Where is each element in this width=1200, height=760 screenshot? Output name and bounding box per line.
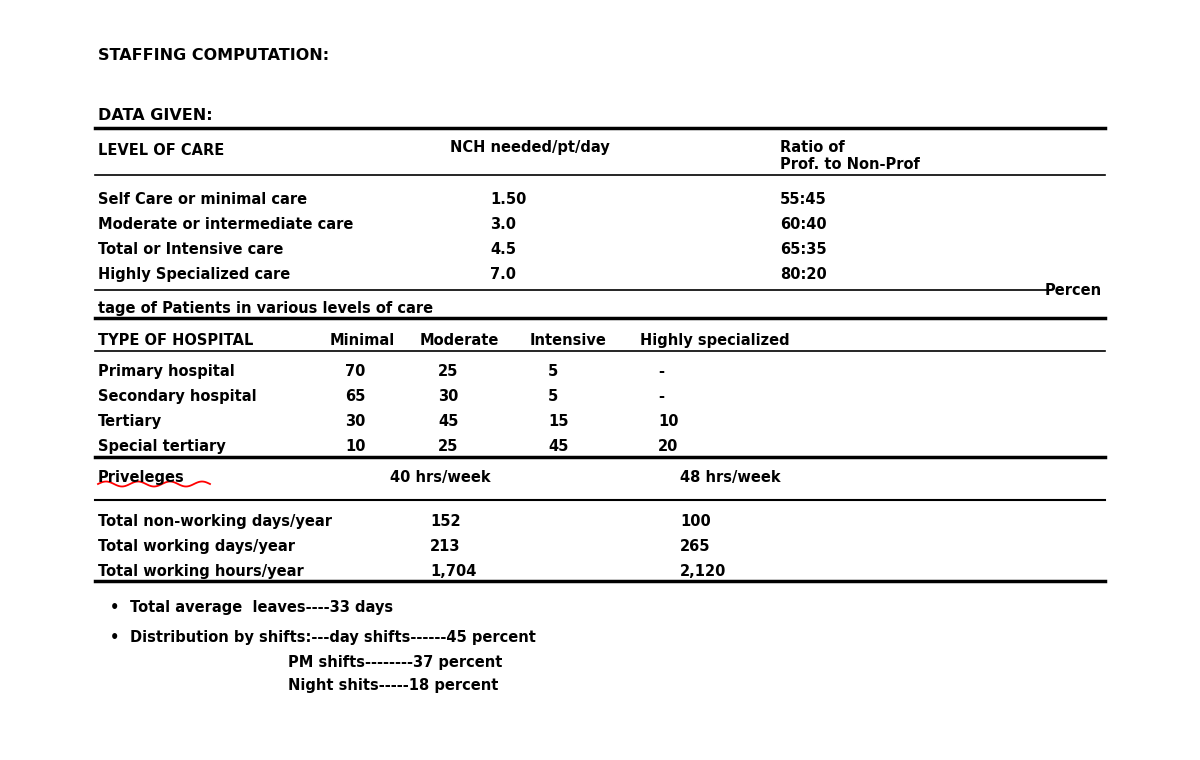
Text: 30: 30 — [438, 389, 458, 404]
Text: 25: 25 — [438, 364, 458, 379]
Text: 55:45: 55:45 — [780, 192, 827, 207]
Text: •: • — [110, 630, 119, 645]
Text: Self Care or minimal care: Self Care or minimal care — [98, 192, 307, 207]
Text: 15: 15 — [548, 414, 569, 429]
Text: DATA GIVEN:: DATA GIVEN: — [98, 108, 212, 123]
Text: •: • — [110, 600, 119, 615]
Text: Moderate: Moderate — [420, 333, 499, 348]
Text: Total working days/year: Total working days/year — [98, 539, 295, 554]
Text: LEVEL OF CARE: LEVEL OF CARE — [98, 143, 224, 158]
Text: 45: 45 — [548, 439, 569, 454]
Text: 213: 213 — [430, 539, 461, 554]
Text: 3.0: 3.0 — [490, 217, 516, 232]
Text: 152: 152 — [430, 514, 461, 529]
Text: -: - — [658, 389, 664, 404]
Text: Tertiary: Tertiary — [98, 414, 162, 429]
Text: 48 hrs/week: 48 hrs/week — [680, 470, 781, 485]
Text: Total or Intensive care: Total or Intensive care — [98, 242, 283, 257]
Text: 70: 70 — [346, 364, 365, 379]
Text: 45: 45 — [438, 414, 458, 429]
Text: 10: 10 — [658, 414, 678, 429]
Text: Minimal: Minimal — [330, 333, 395, 348]
Text: PM shifts--------37 percent: PM shifts--------37 percent — [288, 655, 503, 670]
Text: Prof. to Non-Prof: Prof. to Non-Prof — [780, 157, 920, 172]
Text: 2,120: 2,120 — [680, 564, 726, 579]
Text: 7.0: 7.0 — [490, 267, 516, 282]
Text: 30: 30 — [346, 414, 365, 429]
Text: 1.50: 1.50 — [490, 192, 527, 207]
Text: Night shits-----18 percent: Night shits-----18 percent — [288, 678, 498, 693]
Text: tage of Patients in various levels of care: tage of Patients in various levels of ca… — [98, 301, 433, 316]
Text: STAFFING COMPUTATION:: STAFFING COMPUTATION: — [98, 48, 329, 63]
Text: Intensive: Intensive — [530, 333, 607, 348]
Text: 65: 65 — [346, 389, 365, 404]
Text: 4.5: 4.5 — [490, 242, 516, 257]
Text: 65:35: 65:35 — [780, 242, 827, 257]
Text: 10: 10 — [346, 439, 366, 454]
Text: NCH needed/pt/day: NCH needed/pt/day — [450, 140, 610, 155]
Text: -: - — [658, 364, 664, 379]
Text: Total average  leaves----33 days: Total average leaves----33 days — [130, 600, 394, 615]
Text: Highly Specialized care: Highly Specialized care — [98, 267, 290, 282]
Text: 60:40: 60:40 — [780, 217, 827, 232]
Text: 100: 100 — [680, 514, 710, 529]
Text: 5: 5 — [548, 364, 558, 379]
Text: Priveleges: Priveleges — [98, 470, 185, 485]
Text: Distribution by shifts:---day shifts------45 percent: Distribution by shifts:---day shifts----… — [130, 630, 536, 645]
Text: 5: 5 — [548, 389, 558, 404]
Text: Secondary hospital: Secondary hospital — [98, 389, 257, 404]
Text: 25: 25 — [438, 439, 458, 454]
Text: 1,704: 1,704 — [430, 564, 476, 579]
Text: Primary hospital: Primary hospital — [98, 364, 235, 379]
Text: 40 hrs/week: 40 hrs/week — [390, 470, 491, 485]
Text: Total working hours/year: Total working hours/year — [98, 564, 304, 579]
Text: Highly specialized: Highly specialized — [640, 333, 790, 348]
Text: Special tertiary: Special tertiary — [98, 439, 226, 454]
Text: TYPE OF HOSPITAL: TYPE OF HOSPITAL — [98, 333, 253, 348]
Text: Percen: Percen — [1045, 283, 1102, 298]
Text: 265: 265 — [680, 539, 710, 554]
Text: Moderate or intermediate care: Moderate or intermediate care — [98, 217, 353, 232]
Text: Ratio of: Ratio of — [780, 140, 845, 155]
Text: 20: 20 — [658, 439, 678, 454]
Text: Total non-working days/year: Total non-working days/year — [98, 514, 332, 529]
Text: 80:20: 80:20 — [780, 267, 827, 282]
